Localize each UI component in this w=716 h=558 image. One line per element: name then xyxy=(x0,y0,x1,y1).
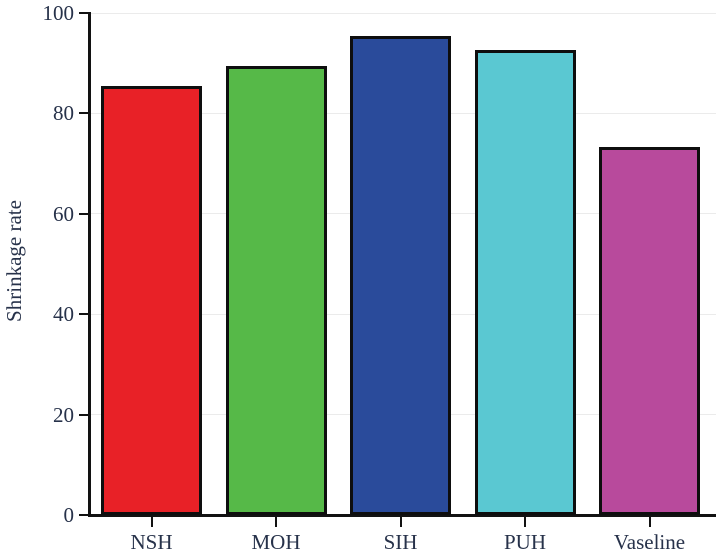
y-tick-label-60: 60 xyxy=(53,201,74,226)
x-axis-label-NSH: NSH xyxy=(130,530,173,554)
x-axis-label-SIH: SIH xyxy=(383,530,418,554)
y-tick-20 xyxy=(79,413,89,416)
y-tick-label-0: 0 xyxy=(63,503,75,527)
x-axis-label-MOH: MOH xyxy=(251,530,301,554)
y-tick-label-20: 20 xyxy=(53,402,74,427)
x-tick-SIH xyxy=(399,517,402,527)
y-tick-label-40: 40 xyxy=(53,302,74,327)
x-axis-line xyxy=(88,514,716,517)
bar-Vaseline xyxy=(599,147,700,515)
bar-PUH xyxy=(474,50,576,515)
bar-NSH xyxy=(101,85,202,515)
y-tick-0 xyxy=(79,514,89,516)
y-axis-line xyxy=(88,12,91,517)
y-tick-100 xyxy=(79,12,89,14)
gridline-100 xyxy=(90,12,716,14)
y-tick-label-80: 80 xyxy=(53,101,74,126)
y-tick-label-100: 100 xyxy=(42,1,75,25)
y-tick-60 xyxy=(79,212,89,215)
y-tick-80 xyxy=(79,112,89,115)
bar-MOH xyxy=(225,66,327,515)
x-tick-PUH xyxy=(524,517,526,527)
x-axis-label-Vaseline: Vaseline xyxy=(613,530,686,554)
x-axis-label-PUH: PUH xyxy=(503,530,546,554)
y-tick-40 xyxy=(79,313,89,316)
x-tick-Vaseline xyxy=(648,517,651,527)
bar-SIH xyxy=(350,36,451,515)
x-tick-MOH xyxy=(275,517,277,527)
x-tick-NSH xyxy=(150,517,153,527)
